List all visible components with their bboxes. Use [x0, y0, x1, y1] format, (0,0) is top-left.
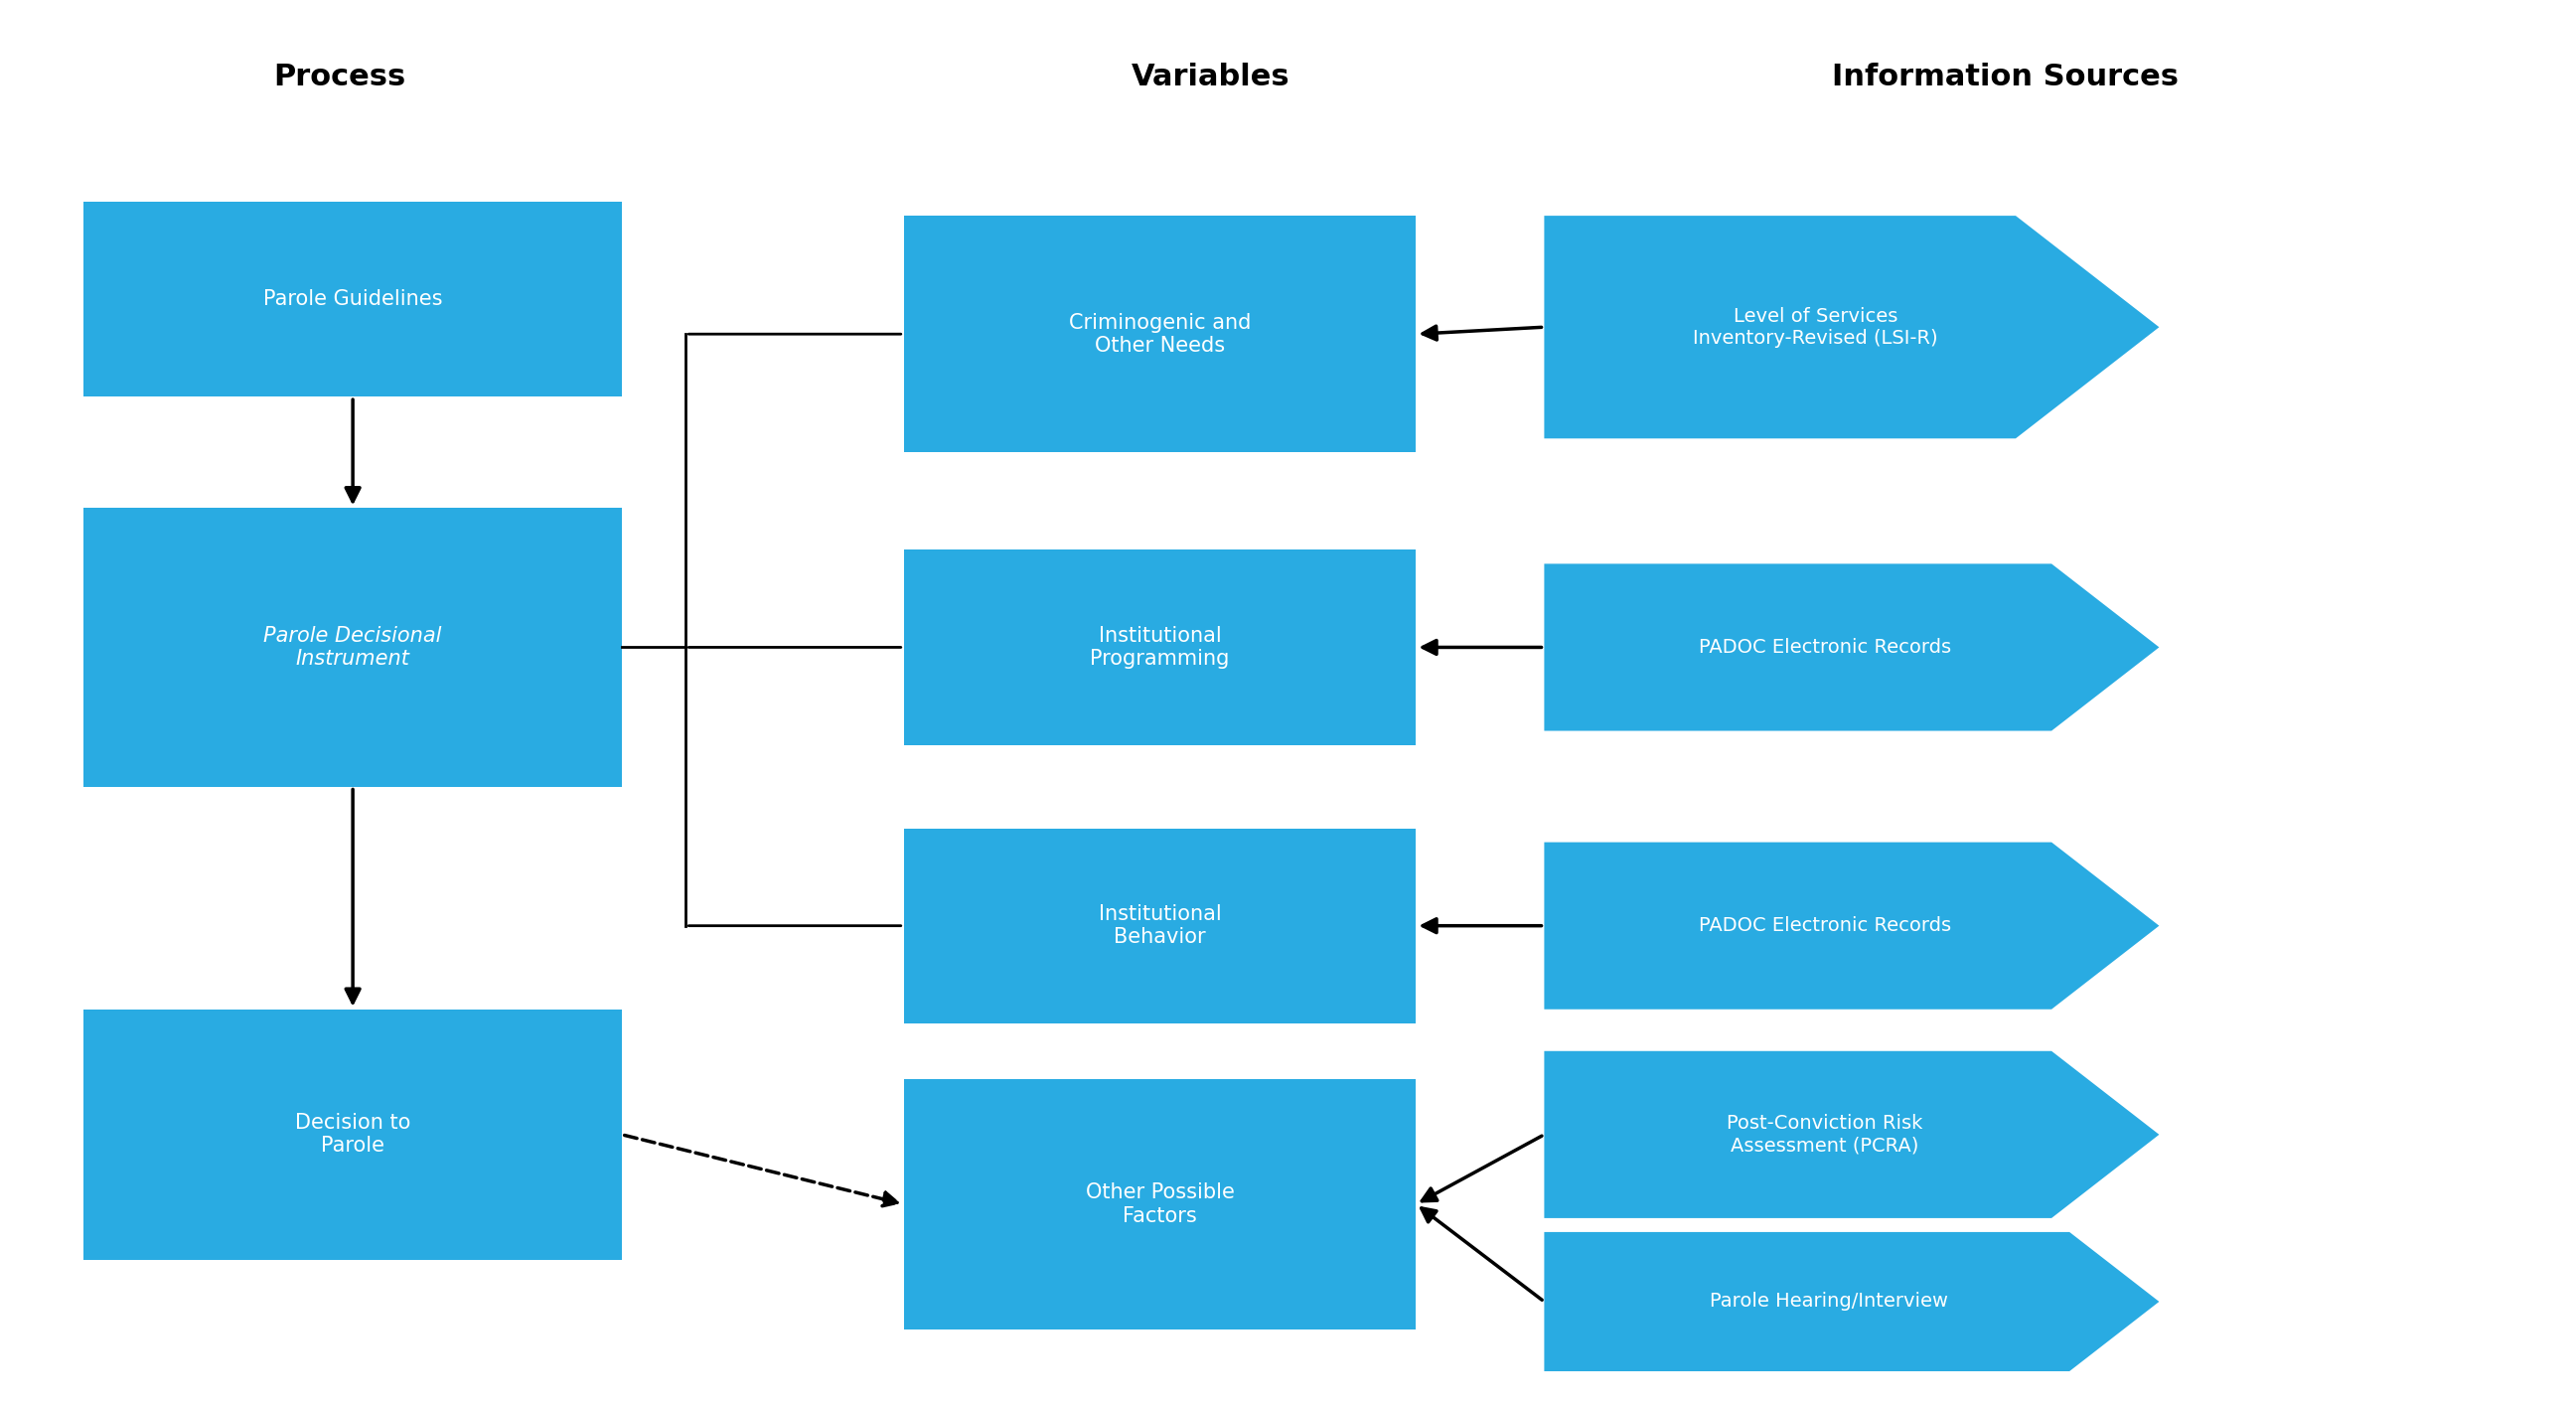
Text: PADOC Electronic Records: PADOC Electronic Records: [1698, 917, 1950, 935]
Polygon shape: [1543, 215, 2159, 439]
Text: PADOC Electronic Records: PADOC Electronic Records: [1698, 638, 1950, 657]
Text: Parole Decisional
Instrument: Parole Decisional Instrument: [263, 626, 443, 669]
Text: Other Possible
Factors: Other Possible Factors: [1084, 1182, 1234, 1226]
FancyBboxPatch shape: [85, 202, 621, 396]
Text: Variables: Variables: [1131, 62, 1291, 91]
Text: Institutional
Programming: Institutional Programming: [1090, 626, 1229, 669]
Text: Post-Conviction Risk
Assessment (PCRA): Post-Conviction Risk Assessment (PCRA): [1726, 1114, 1922, 1154]
Text: Criminogenic and
Other Needs: Criminogenic and Other Needs: [1069, 312, 1252, 356]
FancyBboxPatch shape: [904, 828, 1417, 1024]
FancyBboxPatch shape: [904, 550, 1417, 745]
FancyBboxPatch shape: [904, 215, 1417, 453]
Polygon shape: [1543, 564, 2159, 731]
Polygon shape: [1543, 1232, 2159, 1371]
Text: Institutional
Behavior: Institutional Behavior: [1097, 904, 1221, 948]
Text: Process: Process: [273, 62, 407, 91]
FancyBboxPatch shape: [85, 508, 621, 786]
Text: Parole Guidelines: Parole Guidelines: [263, 290, 443, 309]
Text: Decision to
Parole: Decision to Parole: [296, 1114, 410, 1156]
Polygon shape: [1543, 842, 2159, 1010]
FancyBboxPatch shape: [904, 1078, 1417, 1330]
Text: Information Sources: Information Sources: [1832, 62, 2179, 91]
Text: Parole Hearing/Interview: Parole Hearing/Interview: [1710, 1292, 1947, 1310]
Text: Level of Services
Inventory-Revised (LSI-R): Level of Services Inventory-Revised (LSI…: [1692, 307, 1937, 347]
FancyBboxPatch shape: [85, 1010, 621, 1260]
Polygon shape: [1543, 1052, 2159, 1218]
